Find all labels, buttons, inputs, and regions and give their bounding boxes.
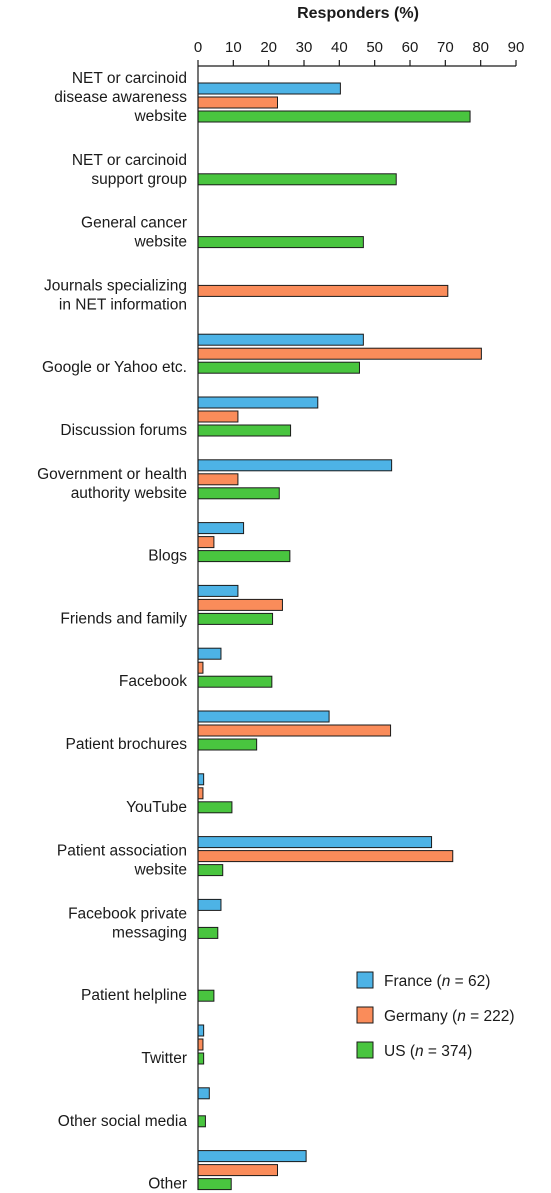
category-label: Blogs: [148, 548, 187, 565]
bar-us: [197, 236, 364, 249]
category-label: Facebook private: [68, 905, 187, 922]
bar-france: [197, 1024, 205, 1037]
category-label: Other: [148, 1176, 187, 1193]
category-label: NET or carcinoid: [72, 70, 187, 87]
bar-france: [197, 396, 319, 409]
bar-france: [197, 459, 393, 472]
legend-label: France (n = 62): [384, 973, 490, 990]
category-label: website: [133, 108, 187, 125]
x-axis-ticks: 0 10 20 30 40 50 60 70 80 90: [194, 39, 525, 66]
x-tick-label: 90: [508, 39, 525, 56]
category-label: website: [133, 862, 187, 879]
category-label: support group: [91, 171, 187, 188]
bar-france: [197, 82, 341, 95]
category-label: NET or carcinoid: [72, 152, 187, 169]
bar-germany: [197, 410, 239, 423]
bar-germany: [197, 1038, 204, 1051]
category-label: Twitter: [141, 1050, 187, 1067]
bar-germany: [197, 850, 454, 863]
bar-germany: [197, 661, 204, 674]
legend-swatch: [356, 1006, 374, 1024]
bar-france: [197, 898, 222, 911]
bar-france: [197, 1150, 307, 1163]
bar-france: [197, 522, 245, 535]
bar-germany: [197, 536, 215, 549]
x-tick-label: 30: [296, 39, 313, 56]
x-tick-label: 0: [194, 39, 202, 56]
legend-swatch: [356, 971, 374, 989]
bar-us: [197, 801, 233, 814]
x-tick-label: 20: [260, 39, 277, 56]
bar-us: [197, 173, 397, 186]
category-label: Google or Yahoo etc.: [42, 359, 187, 376]
bar-us: [197, 675, 273, 688]
bar-france: [197, 710, 330, 723]
bar-us: [197, 487, 280, 500]
bar-germany: [197, 473, 239, 486]
category-label: Discussion forums: [60, 422, 187, 439]
legend: France (n = 62) Germany (n = 222) US (n = …: [356, 971, 515, 1060]
category-label: Patient brochures: [66, 736, 188, 753]
bar-france: [197, 647, 222, 660]
legend-label: Germany (n = 222): [384, 1008, 515, 1025]
x-tick-label: 70: [437, 39, 454, 56]
category-label: Facebook: [119, 673, 187, 690]
bar-germany: [197, 787, 204, 800]
bar-us: [197, 612, 274, 625]
category-label: General cancer: [81, 215, 187, 232]
bar-us: [197, 550, 291, 563]
bar-us: [197, 1178, 232, 1191]
bar-france: [197, 773, 205, 786]
bar-france: [197, 836, 433, 849]
bar-us: [197, 1052, 205, 1065]
bar-france: [197, 1087, 210, 1100]
bar-us: [197, 738, 258, 751]
bar-germany: [197, 724, 392, 737]
category-label: disease awareness: [54, 89, 187, 106]
legend-label: US (n = 374): [384, 1043, 472, 1060]
category-label: Friends and family: [60, 610, 187, 627]
x-tick-label: 40: [331, 39, 348, 56]
x-tick-label: 60: [402, 39, 419, 56]
bar-us: [197, 989, 215, 1002]
bar-us: [197, 926, 219, 939]
bar-france: [197, 584, 239, 597]
bar-germany: [197, 598, 283, 611]
bars: [197, 82, 482, 1191]
legend-swatch: [356, 1041, 374, 1059]
category-label: authority website: [71, 485, 187, 502]
category-label: messaging: [112, 924, 187, 941]
category-label: website: [133, 234, 187, 251]
bar-us: [197, 1115, 206, 1128]
category-label: Government or health: [37, 466, 187, 483]
bar-us: [197, 361, 360, 374]
category-label: in NET information: [59, 296, 187, 313]
category-label: Patient association: [57, 843, 187, 860]
category-label: YouTube: [126, 799, 187, 816]
bar-us: [197, 864, 224, 877]
bar-france: [197, 333, 364, 346]
x-tick-label: 50: [366, 39, 383, 56]
bar-us: [197, 110, 471, 123]
x-tick-label: 10: [225, 39, 242, 56]
x-tick-label: 80: [472, 39, 489, 56]
bar-us: [197, 424, 292, 437]
bar-germany: [197, 284, 449, 297]
bar-germany: [197, 347, 482, 360]
category-label: Journals specializing: [44, 277, 187, 294]
category-label: Other social media: [58, 1113, 188, 1130]
category-labels: NET or carcinoid disease awareness website…: [37, 70, 187, 1193]
bar-germany: [197, 1164, 278, 1177]
chart-title: Responders (%): [297, 5, 419, 22]
bar-germany: [197, 96, 278, 109]
category-label: Patient helpline: [81, 987, 187, 1004]
